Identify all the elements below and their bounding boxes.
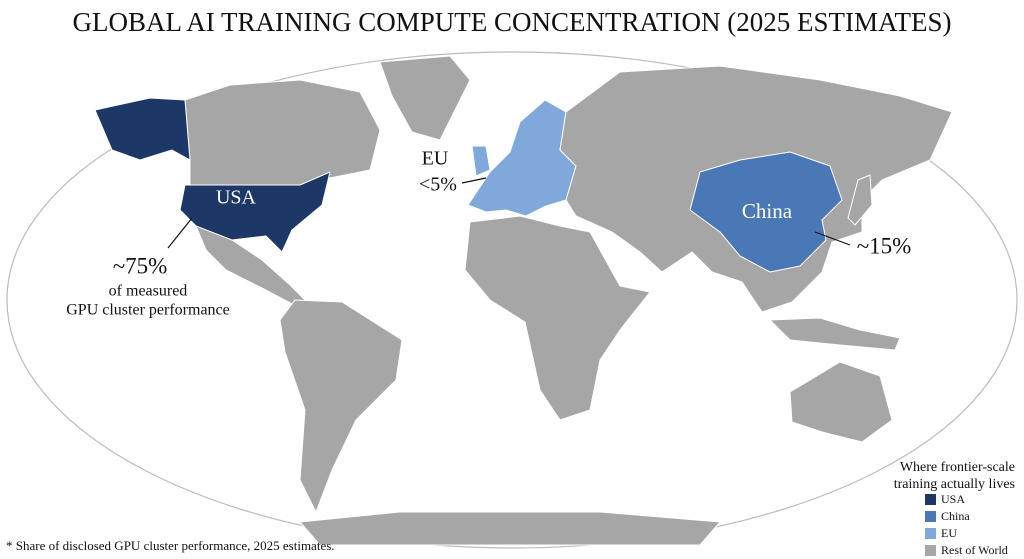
indonesia (769, 317, 901, 351)
usa-label: USA (216, 187, 257, 209)
usa-note: of measured (109, 283, 188, 300)
alaska (94, 97, 191, 161)
title: GLOBAL AI TRAINING COMPUTE CONCENTRATION… (73, 7, 952, 37)
legend-swatch (925, 511, 936, 522)
world-map (94, 55, 953, 546)
eu-label: EU (422, 148, 449, 170)
china-share: ~15% (857, 233, 912, 258)
eu-pointer (461, 177, 487, 184)
china-label: China (742, 199, 793, 223)
usa-pointer (167, 217, 193, 249)
eu-share: <5% (419, 174, 457, 196)
japan (847, 174, 873, 226)
greenland (379, 55, 471, 141)
china-pointer (814, 231, 851, 246)
antarctica (299, 511, 721, 546)
south-america (279, 299, 403, 513)
legend-title: training actually lives (894, 477, 1015, 492)
footnote: * Share of disclosed GPU cluster perform… (6, 538, 335, 553)
legend: Where frontier-scale training actually l… (894, 460, 1015, 557)
legend-swatch (925, 545, 936, 556)
usa (179, 171, 331, 253)
legend-label: EU (941, 526, 957, 540)
legend-title: Where frontier-scale (900, 460, 1015, 475)
legend-swatch (925, 494, 936, 505)
africa (464, 215, 651, 421)
china (689, 151, 843, 273)
canada (184, 79, 381, 186)
legend-label: China (941, 509, 970, 523)
usa-note: GPU cluster performance (66, 302, 230, 319)
legend-label: Rest of World (941, 543, 1008, 557)
legend-label: USA (941, 492, 965, 506)
usa-share: ~75% (113, 253, 168, 278)
australia (789, 361, 893, 443)
uk (471, 145, 491, 177)
legend-swatch (925, 528, 936, 539)
